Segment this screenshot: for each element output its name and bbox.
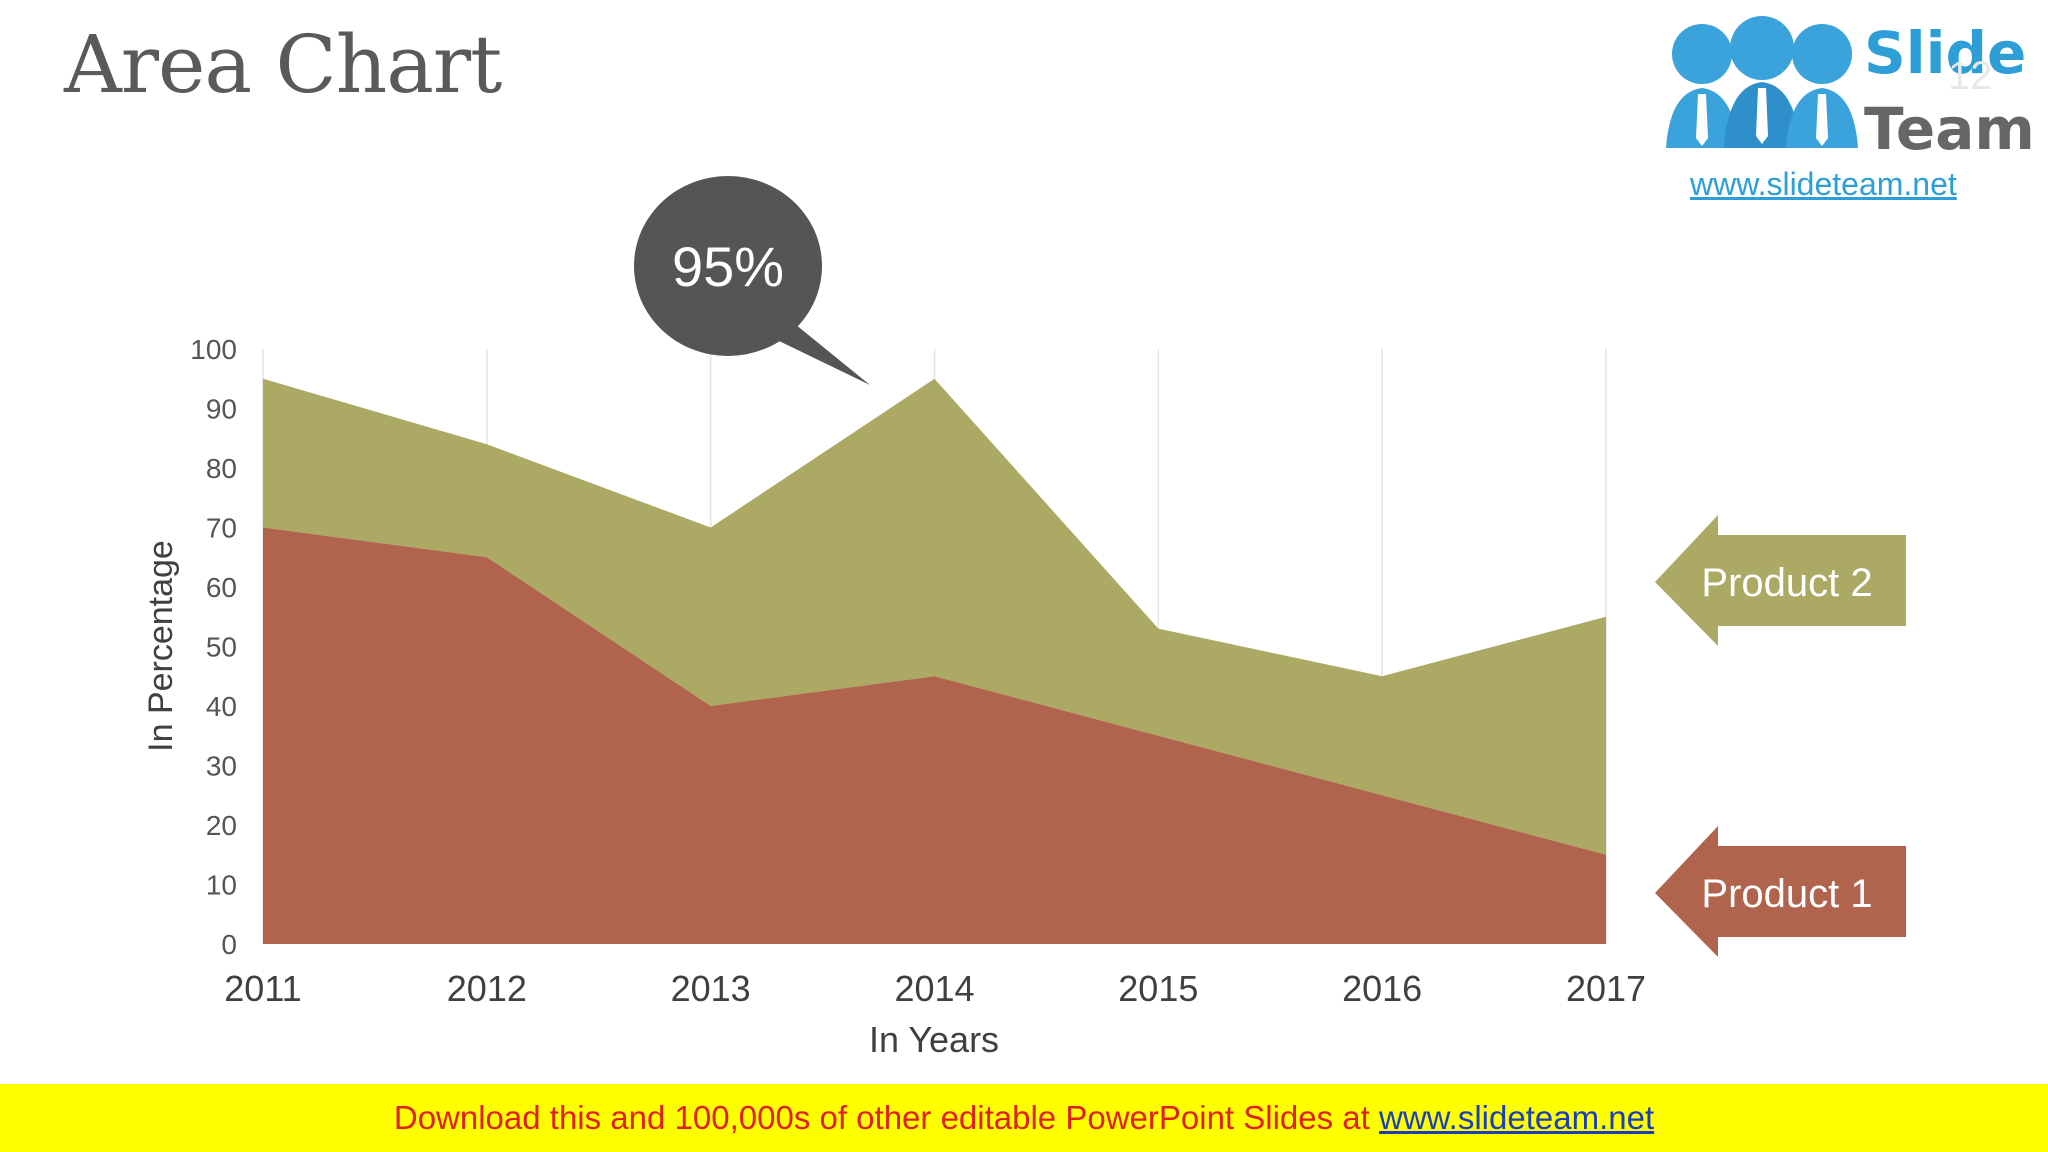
logo-url-link[interactable]: www.slideteam.net [1690, 166, 1957, 202]
y-axis-ticks: 0 10 20 30 40 50 60 70 80 90 100 [190, 334, 237, 960]
page-title: Area Chart [64, 18, 502, 111]
slideteam-logo[interactable]: Slide Team www.slideteam.net [1638, 0, 2048, 202]
x-tick-label: 2015 [1118, 968, 1198, 1009]
callout-circle [634, 176, 822, 356]
callout-bubble: 95% [634, 176, 870, 385]
slide-number: 12 [1948, 54, 1993, 98]
product2-label: Product 2 [1701, 561, 1872, 605]
product1-label: Product 1 [1701, 872, 1872, 916]
x-axis-ticks: 2011 2012 2013 2014 2015 2016 2017 [224, 968, 1646, 1009]
callout-shape [777, 320, 870, 385]
product1-arrow-shape [1655, 826, 1906, 957]
x-tick-label: 2014 [894, 968, 974, 1009]
x-tick-label: 2017 [1566, 968, 1646, 1009]
logo-text-team: Team [1864, 95, 2035, 163]
area-product-1 [263, 527, 1606, 944]
y-tick-label: 50 [206, 632, 237, 663]
chart-areas [263, 378, 1606, 944]
product1-arrow-tag: Product 1 [1655, 826, 1906, 957]
y-tick-label: 70 [206, 513, 237, 544]
x-tick-label: 2016 [1342, 968, 1422, 1009]
footer-banner: Download this and 100,000s of other edit… [0, 1084, 2048, 1152]
callout-text: 95% [672, 235, 784, 298]
y-tick-label: 20 [206, 810, 237, 841]
area-product-2 [263, 378, 1606, 855]
x-tick-label: 2011 [224, 968, 301, 1009]
product2-arrow-tag: Product 2 [1655, 515, 1906, 646]
x-axis-label: In Years [869, 1019, 999, 1060]
y-tick-label: 40 [206, 691, 237, 722]
y-tick-label: 60 [206, 572, 237, 603]
people-icon [1666, 16, 1858, 148]
logo-text-slide: Slide [1864, 19, 2027, 87]
y-tick-label: 90 [206, 394, 237, 425]
y-tick-label: 30 [206, 751, 237, 782]
y-tick-label: 80 [206, 453, 237, 484]
product2-arrow-shape [1655, 515, 1906, 646]
footer-text: Download this and 100,000s of other edit… [393, 1099, 1379, 1136]
y-tick-label: 0 [221, 929, 237, 960]
y-tick-label: 10 [206, 870, 237, 901]
x-tick-label: 2013 [671, 968, 751, 1009]
y-tick-label: 100 [190, 334, 237, 365]
footer-link[interactable]: www.slideteam.net [1379, 1099, 1655, 1136]
x-tick-label: 2012 [447, 968, 527, 1009]
y-axis-label: In Percentage [142, 540, 180, 752]
